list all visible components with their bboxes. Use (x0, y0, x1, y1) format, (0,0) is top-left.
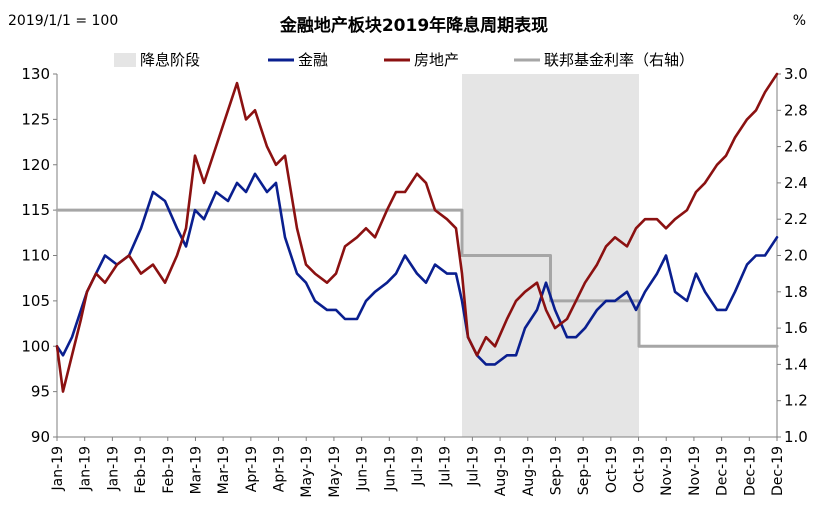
right-tick-label: 3.0 (784, 65, 808, 83)
legend-label: 金融 (298, 51, 328, 69)
x-tick-label: Mar-19 (216, 446, 232, 494)
x-tick-label: Sep-19 (576, 446, 592, 495)
right-tick-label: 1.0 (784, 428, 808, 446)
x-tick-label: Mar-19 (188, 446, 204, 494)
series-line-realestate (55, 72, 779, 393)
x-tick-label: Dec-19 (715, 446, 731, 496)
left-tick-label: 105 (21, 292, 50, 310)
right-tick-label: 1.8 (784, 283, 808, 301)
legend-label: 降息阶段 (140, 51, 200, 69)
x-tick-label: Jul-19 (465, 446, 481, 487)
left-tick-label: 130 (21, 65, 50, 83)
x-tick-label: Aug-19 (493, 446, 509, 496)
left-tick-label: 90 (31, 428, 50, 446)
left-tick-label: 115 (21, 201, 50, 219)
series-line-fedrate (55, 208, 779, 348)
right-tick-label: 2.2 (784, 210, 808, 228)
x-tick-label: Jan-19 (50, 446, 66, 491)
x-tick-label: Nov-19 (659, 446, 675, 496)
x-tick-label: Jul-19 (438, 446, 454, 487)
left-tick-label: 120 (21, 156, 50, 174)
left-axis-note: 2019/1/1 = 100 (8, 13, 118, 29)
right-tick-label: 2.0 (784, 247, 808, 265)
chart-title: 金融地产板块2019年降息周期表现 (279, 15, 548, 36)
x-tick-label: Nov-19 (687, 446, 703, 496)
x-tick-label: Feb-19 (133, 446, 149, 494)
x-tick-label: Sep-19 (548, 446, 564, 495)
x-tick-label: Jan-19 (105, 446, 121, 491)
right-tick-label: 1.4 (784, 355, 808, 373)
x-tick-label: Dec-19 (742, 446, 758, 496)
x-tick-label: Jun-19 (355, 446, 371, 492)
x-tick-label: May-19 (299, 446, 315, 498)
right-tick-label: 2.4 (784, 174, 808, 192)
x-tick-label: Jan-19 (78, 446, 94, 491)
x-tick-label: Jun-19 (382, 446, 398, 492)
legend: 降息阶段 金融 房地产 联邦基金利率（右轴） (114, 51, 694, 69)
x-tick-label: May-19 (327, 446, 343, 498)
legend-item-realestate: 房地产 (384, 51, 459, 69)
x-tick-label: Apr-19 (272, 446, 288, 492)
x-tick-label: Aug-19 (521, 446, 537, 496)
left-tick-label: 100 (21, 337, 50, 355)
left-tick-label: 125 (21, 110, 50, 128)
series-layer (55, 72, 779, 393)
right-tick-label: 1.6 (784, 319, 808, 337)
legend-swatch (114, 53, 136, 67)
legend-item-finance: 金融 (268, 51, 328, 69)
x-tick-label: Feb-19 (161, 446, 177, 494)
right-tick-label: 2.8 (784, 101, 808, 119)
x-tick-label: Dec-19 (770, 446, 786, 496)
left-tick-label: 95 (31, 383, 50, 401)
left-tick-label: 110 (21, 247, 50, 265)
legend-label: 联邦基金利率（右轴） (544, 51, 694, 69)
right-axis-unit: % (793, 13, 806, 29)
x-tick-label: Jul-19 (410, 446, 426, 487)
legend-item-fedrate: 联邦基金利率（右轴） (514, 51, 694, 69)
right-tick-label: 2.6 (784, 138, 808, 156)
x-tick-label: Oct-19 (632, 446, 648, 493)
right-tick-label: 1.2 (784, 392, 808, 410)
series-line-finance (55, 172, 779, 366)
x-tick-label: Apr-19 (244, 446, 260, 492)
x-tick-label: Oct-19 (604, 446, 620, 493)
legend-item-shade: 降息阶段 (114, 51, 200, 69)
axes: 90 95 100 105 110 115 120 125 130 1.0 1.2 1.4 1.6 1.8… (21, 65, 808, 498)
legend-label: 房地产 (414, 51, 459, 69)
